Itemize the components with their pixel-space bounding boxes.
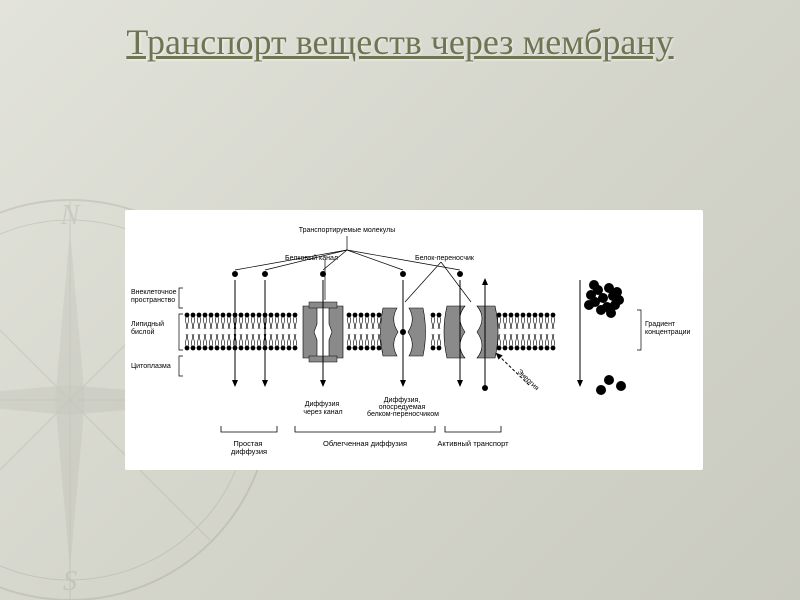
concentration-gradient	[580, 280, 626, 395]
energy-label: Энергия	[516, 368, 540, 392]
label-simple-diffusion: Простая диффузия	[231, 439, 267, 456]
label-diff-carrier: Диффузия, опосредуемая белком-переносчик…	[367, 397, 439, 418]
label-transported-molecules: Транспортируемые молекулы	[299, 227, 396, 234]
label-bilayer: Липидныйбислой	[131, 320, 164, 336]
membrane-diagram: Энергия Транспортируемые молекулы Белков…	[125, 210, 703, 470]
label-carrier-protein: Белок-переносчик	[415, 255, 475, 262]
page-title: Транспорт веществ через мембрану	[0, 20, 800, 64]
label-extracellular: Внеклеточноепространство	[131, 289, 177, 304]
pump-protein	[444, 306, 498, 358]
label-facilitated-diffusion: Облегченная диффузия	[323, 439, 407, 448]
label-protein-channel: Белковый канал	[285, 254, 338, 262]
label-diff-channel: Диффузия через канал	[303, 401, 342, 416]
label-gradient: Градиентконцентрации	[645, 321, 691, 336]
svg-text:N: N	[60, 200, 81, 231]
label-active-transport: Активный транспорт	[437, 439, 509, 448]
energy-arrow: Энергия	[497, 354, 540, 392]
label-cytoplasm: Цитоплазма	[131, 363, 171, 370]
svg-text:S: S	[63, 566, 77, 597]
